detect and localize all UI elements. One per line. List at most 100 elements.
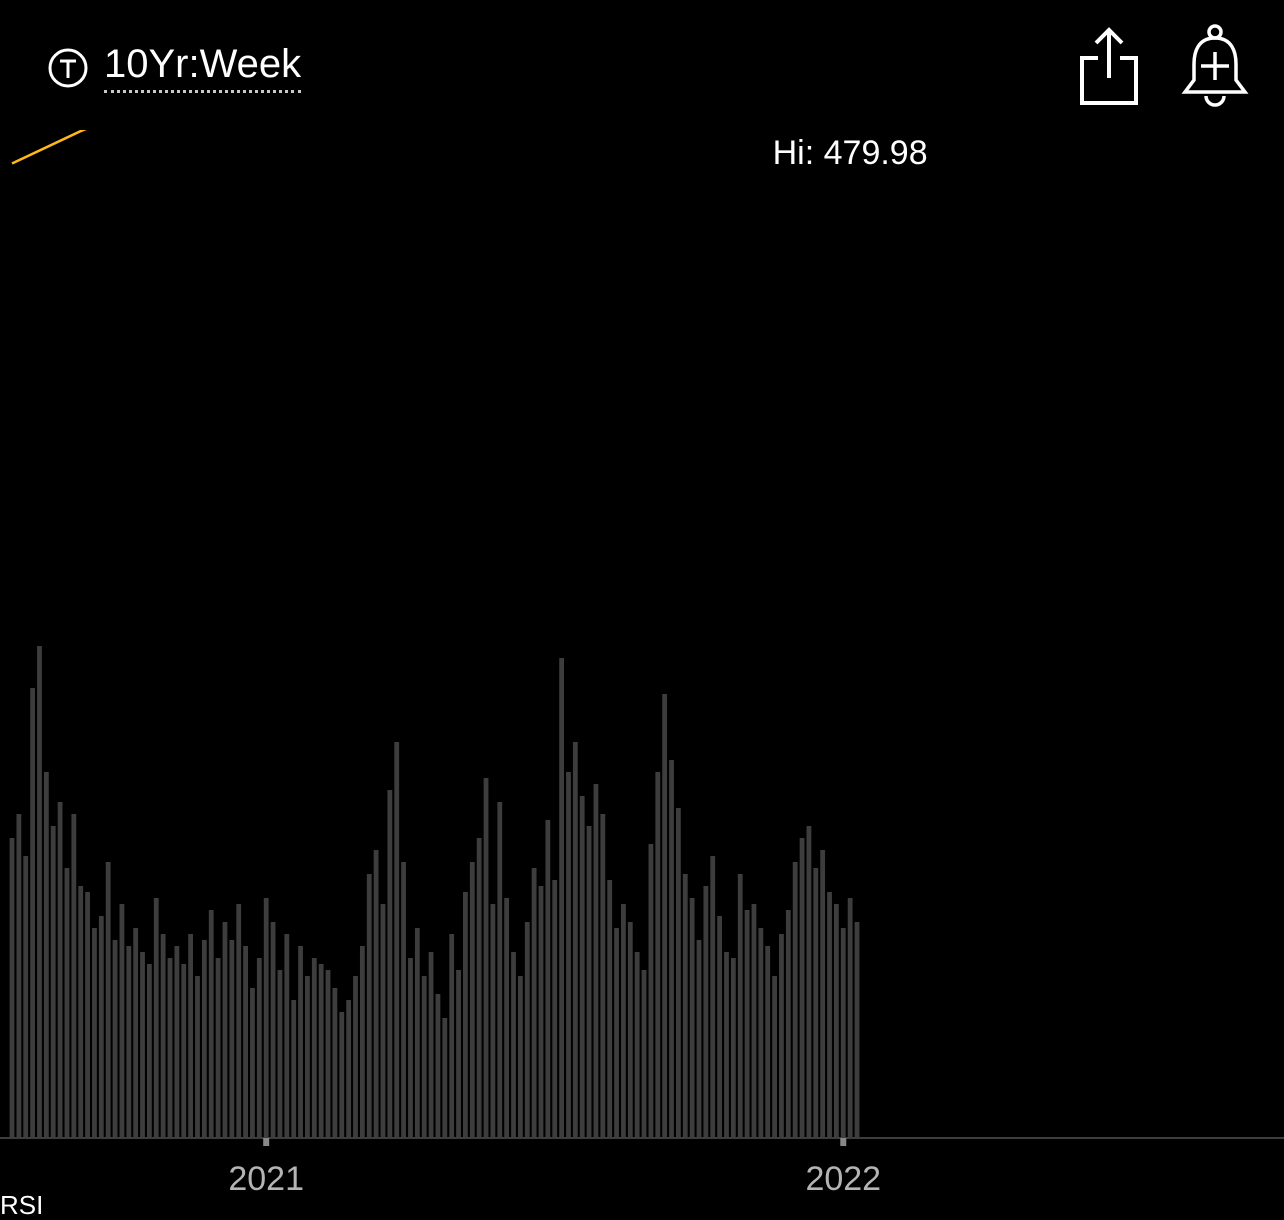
volume-bar <box>167 958 173 1138</box>
volume-bar <box>566 772 571 1138</box>
price-chart[interactable]: 460440420400380360340320300280 20212022 … <box>0 130 1284 1192</box>
volume-bar <box>98 916 104 1138</box>
volume-bar <box>43 772 49 1138</box>
volume-bar <box>270 922 276 1138</box>
volume-bar <box>689 898 695 1138</box>
volume-bar <box>621 904 626 1138</box>
volume-bar <box>188 934 194 1138</box>
volume-bar <box>545 820 551 1138</box>
high-annotation: Hi: 479.98 <box>773 134 928 172</box>
top-bar: 10Yr:Week <box>0 0 1284 120</box>
volume-bar <box>696 940 702 1138</box>
t-circle-icon <box>48 48 88 87</box>
volume-bar <box>112 940 118 1138</box>
volume-bar <box>813 868 819 1138</box>
volume-bar <box>243 946 248 1138</box>
volume-bar <box>140 952 145 1138</box>
volume-bar <box>586 826 592 1138</box>
volume-bar <box>730 958 736 1138</box>
volume-bar <box>593 784 599 1138</box>
volume-bar <box>483 778 489 1138</box>
volume-bar <box>572 742 578 1138</box>
volume-bar <box>504 898 510 1138</box>
volume-bar <box>834 904 839 1138</box>
volume-bar <box>50 826 56 1138</box>
volume-bar <box>682 874 688 1138</box>
volume-bar <box>380 904 386 1138</box>
volume-bar <box>366 874 372 1138</box>
volume-bar <box>428 952 434 1138</box>
volume-bar <box>703 886 709 1138</box>
volume-bar <box>64 868 70 1138</box>
volume-bar <box>346 1000 352 1138</box>
volume-bar <box>71 814 77 1138</box>
volume-bar <box>311 958 317 1138</box>
volume-bar <box>208 910 214 1138</box>
volume-bar <box>463 892 468 1138</box>
volume-bar <box>147 964 152 1138</box>
volume-bar <box>497 802 503 1138</box>
volume-bar <box>85 892 90 1138</box>
volume-bar <box>717 916 723 1138</box>
volume-bar <box>332 988 338 1138</box>
volume-bar <box>153 898 159 1138</box>
volume-bar <box>160 934 166 1138</box>
moving-averages <box>11 130 87 165</box>
volume-bar <box>414 928 420 1138</box>
volume-bar <box>57 802 63 1138</box>
volume-bar <box>600 814 606 1138</box>
volume-bar <box>78 886 84 1138</box>
volume-bar <box>854 922 860 1138</box>
timeframe-label: 10Yr:Week <box>104 42 302 93</box>
volume-bar <box>524 922 530 1138</box>
volume-bar <box>820 850 826 1138</box>
volume-bar <box>325 970 331 1138</box>
volume-bar <box>305 976 310 1138</box>
volume-bar <box>840 928 846 1138</box>
volume-bar <box>449 934 455 1138</box>
volume-bar <box>37 646 42 1138</box>
volume-bar <box>435 994 441 1138</box>
timeframe-selector[interactable]: 10Yr:Week <box>48 42 302 93</box>
volume-bar <box>772 976 777 1138</box>
volume-bar <box>236 904 242 1138</box>
volume-bar <box>806 826 812 1138</box>
volume-bar <box>105 862 111 1138</box>
volume-bar <box>263 898 269 1138</box>
volume-bar <box>456 970 461 1138</box>
volume-bar <box>387 790 393 1138</box>
volume-bar <box>552 880 558 1138</box>
volume-bar <box>511 952 516 1138</box>
volume-bar <box>648 844 654 1138</box>
volume-bar <box>476 838 482 1138</box>
volume-bar <box>442 1018 448 1138</box>
volume-bar <box>277 970 283 1138</box>
volume-bar <box>215 958 221 1138</box>
volume-bar <box>758 928 764 1138</box>
x-tick-label: 2021 <box>228 1160 304 1192</box>
volume-bar <box>531 868 537 1138</box>
volume-bar <box>799 838 805 1138</box>
bell-plus-icon[interactable] <box>1180 24 1250 108</box>
volume-bar <box>559 658 564 1138</box>
volume-bar <box>353 976 358 1138</box>
volume-bar <box>119 904 125 1138</box>
volume-bar <box>655 772 661 1138</box>
share-icon[interactable] <box>1078 26 1140 106</box>
volume-bar <box>662 694 668 1138</box>
volume-bar <box>490 904 496 1138</box>
volume-bar <box>195 976 200 1138</box>
volume-bar <box>229 940 235 1138</box>
volume-bar <box>339 1012 345 1138</box>
volume-bar <box>30 688 36 1138</box>
volume-bar <box>641 970 647 1138</box>
volume-bar <box>710 856 716 1138</box>
volume-bars <box>9 646 860 1138</box>
volume-bar <box>737 874 743 1138</box>
volume-bar <box>401 862 406 1138</box>
volume-bar <box>744 910 750 1138</box>
volume-bar <box>291 1000 297 1138</box>
volume-bar <box>174 946 180 1138</box>
volume-bar <box>669 760 674 1138</box>
volume-bar <box>298 946 303 1138</box>
